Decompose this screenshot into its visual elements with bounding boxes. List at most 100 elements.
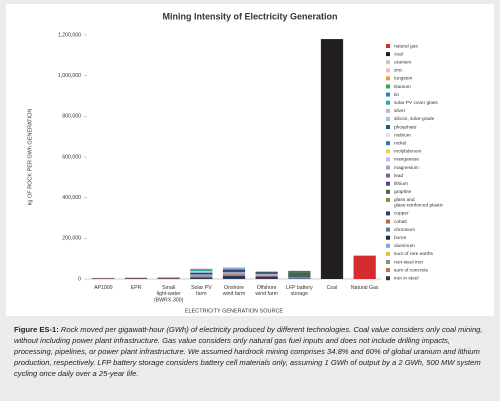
legend-label: solar PV cover glass bbox=[394, 100, 438, 106]
legend-label: lithium bbox=[394, 181, 408, 187]
legend-swatch bbox=[386, 100, 390, 105]
legend-label: phosphate bbox=[394, 124, 417, 130]
legend-label: chromium bbox=[394, 227, 415, 233]
bar-segment bbox=[190, 271, 213, 272]
bar-segment bbox=[222, 269, 246, 272]
legend-swatch bbox=[386, 44, 390, 48]
bar-segment bbox=[222, 273, 246, 275]
legend-swatch bbox=[386, 165, 390, 170]
legend-label: uranium bbox=[394, 59, 411, 65]
x-tick-label: Solar PV farm bbox=[191, 285, 212, 297]
bar-segment bbox=[288, 272, 311, 277]
x-tick-label: Small light-water (BWRX-300) bbox=[154, 285, 184, 303]
legend-swatch bbox=[386, 189, 390, 194]
legend-swatch bbox=[386, 125, 390, 129]
legend-swatch bbox=[386, 116, 390, 121]
legend-label: cobalt bbox=[394, 219, 407, 225]
chart: Mining Intensity of Electricity Generati… bbox=[6, 4, 494, 316]
legend-label: magnesium bbox=[394, 165, 419, 171]
legend-label: iron in steel bbox=[394, 275, 419, 281]
legend-swatch bbox=[386, 235, 390, 240]
bar-segment bbox=[124, 278, 148, 279]
y-tick-label: 1,200,000 bbox=[58, 32, 81, 38]
x-tick-label: EPR bbox=[131, 285, 142, 291]
legend-label: manganese bbox=[394, 158, 419, 163]
x-tick-label: AP1000 bbox=[94, 285, 113, 291]
legend-swatch bbox=[386, 219, 390, 224]
bar-segment bbox=[255, 276, 278, 279]
legend-swatch bbox=[386, 157, 390, 162]
bar-segment bbox=[92, 277, 115, 279]
bar-segment bbox=[222, 268, 246, 270]
bar-segment bbox=[157, 277, 180, 279]
x-tick-label: Natural Gas bbox=[351, 285, 379, 291]
bar-segment bbox=[222, 267, 246, 268]
legend-swatch bbox=[386, 181, 390, 186]
x-tick-label: Coal bbox=[327, 285, 338, 291]
legend-swatch bbox=[386, 227, 390, 232]
legend-swatch bbox=[386, 141, 390, 146]
y-tick-label: 0 bbox=[78, 276, 81, 282]
legend-label: boron bbox=[394, 235, 407, 241]
bar-segment bbox=[255, 275, 278, 277]
legend-swatch bbox=[386, 268, 390, 273]
bar-segment bbox=[255, 275, 278, 276]
legend-label: nickel bbox=[394, 140, 406, 146]
bar-segment bbox=[190, 269, 213, 272]
caption: Figure ES-1: Rock moved per gigawatt-hou… bbox=[14, 324, 484, 379]
legend-swatch bbox=[386, 52, 390, 57]
caption-label: Figure ES-1: bbox=[14, 325, 59, 334]
legend-label: glass and glass-reinforced plastic bbox=[394, 197, 444, 208]
bar-segment bbox=[190, 272, 213, 275]
bar-segment bbox=[222, 272, 246, 273]
bar-segment bbox=[255, 274, 278, 275]
bar-segment bbox=[255, 272, 278, 274]
y-tick-label: 800,000 bbox=[62, 114, 81, 120]
legend-swatch bbox=[386, 133, 390, 138]
bar-segment bbox=[157, 278, 180, 279]
bar-segment bbox=[124, 277, 148, 279]
caption-text: Rock moved per gigawatt-hour (GWh) of el… bbox=[14, 325, 483, 378]
legend-swatch bbox=[386, 108, 390, 113]
legend-label: sum of concrete bbox=[394, 267, 428, 273]
legend-swatch bbox=[386, 243, 390, 248]
y-axis-label: kg OF ROCK PER GWh GENERATION bbox=[27, 109, 33, 206]
y-tick-label: 600,000 bbox=[62, 154, 81, 160]
legend-label: zinc bbox=[394, 68, 403, 74]
legend-swatch bbox=[386, 211, 390, 216]
x-axis-label: ELECTRICITY GENERATION SOURCE bbox=[185, 308, 284, 314]
y-tick-label: 1,000,000 bbox=[58, 73, 81, 79]
legend-label: natural gas bbox=[394, 43, 418, 49]
bar-segment bbox=[288, 276, 311, 278]
x-tick-label: Offshore wind farm bbox=[255, 285, 278, 297]
legend-label: niobium bbox=[394, 132, 411, 138]
legend-swatch bbox=[386, 197, 390, 202]
legend-swatch bbox=[386, 173, 390, 178]
chart-title: Mining Intensity of Electricity Generati… bbox=[162, 11, 337, 21]
legend-swatch bbox=[386, 84, 390, 89]
legend-label: coal bbox=[394, 51, 403, 57]
legend-label: copper bbox=[394, 211, 409, 217]
legend-swatch bbox=[386, 251, 390, 256]
bar-segment bbox=[222, 275, 246, 279]
bar-segment bbox=[320, 39, 344, 279]
legend-label: lead bbox=[394, 173, 403, 179]
bar-segment bbox=[288, 277, 311, 279]
legend-swatch bbox=[386, 276, 390, 281]
bar-segment bbox=[190, 271, 213, 273]
legend-swatch bbox=[386, 60, 390, 65]
legend-label: tungsten bbox=[394, 76, 413, 82]
bar-segment bbox=[190, 277, 213, 279]
x-tick-label: LFP battery storage bbox=[286, 285, 313, 297]
bar-segment bbox=[288, 271, 311, 273]
bar-segment bbox=[222, 267, 246, 269]
legend-swatch bbox=[386, 76, 390, 81]
legend-label: silicon, solar-grade bbox=[394, 116, 435, 122]
legend-label: graphite bbox=[394, 189, 412, 195]
legend-label: non-steel iron bbox=[394, 259, 423, 265]
y-tick-label: 200,000 bbox=[62, 236, 81, 242]
bar-segment bbox=[255, 274, 278, 276]
legend-swatch bbox=[386, 92, 390, 97]
legend-label: aluminum bbox=[394, 243, 415, 249]
